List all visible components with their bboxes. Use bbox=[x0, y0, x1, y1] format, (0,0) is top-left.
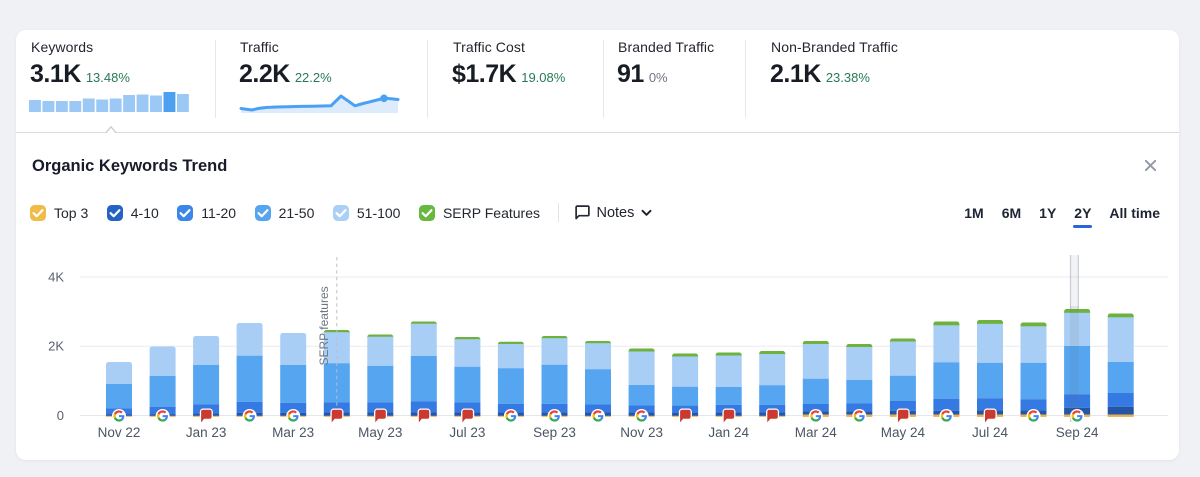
svg-text:4K: 4K bbox=[48, 270, 64, 285]
svg-text:May 23: May 23 bbox=[358, 425, 402, 440]
svg-text:Sep 24: Sep 24 bbox=[1056, 425, 1099, 440]
svg-text:May 24: May 24 bbox=[881, 425, 926, 440]
svg-text:Jan 23: Jan 23 bbox=[186, 425, 227, 440]
svg-text:Mar 24: Mar 24 bbox=[795, 425, 838, 440]
svg-text:Nov 23: Nov 23 bbox=[620, 425, 663, 440]
svg-text:Jul 23: Jul 23 bbox=[449, 425, 485, 440]
svg-text:Mar 23: Mar 23 bbox=[272, 425, 314, 440]
svg-text:Jan 24: Jan 24 bbox=[708, 425, 749, 440]
svg-text:2K: 2K bbox=[48, 339, 64, 354]
svg-text:Jul 24: Jul 24 bbox=[972, 425, 1009, 440]
svg-text:Nov 22: Nov 22 bbox=[98, 425, 141, 440]
svg-text:SERP features: SERP features bbox=[317, 286, 331, 365]
svg-text:Sep 23: Sep 23 bbox=[533, 425, 576, 440]
svg-text:0: 0 bbox=[57, 408, 64, 423]
